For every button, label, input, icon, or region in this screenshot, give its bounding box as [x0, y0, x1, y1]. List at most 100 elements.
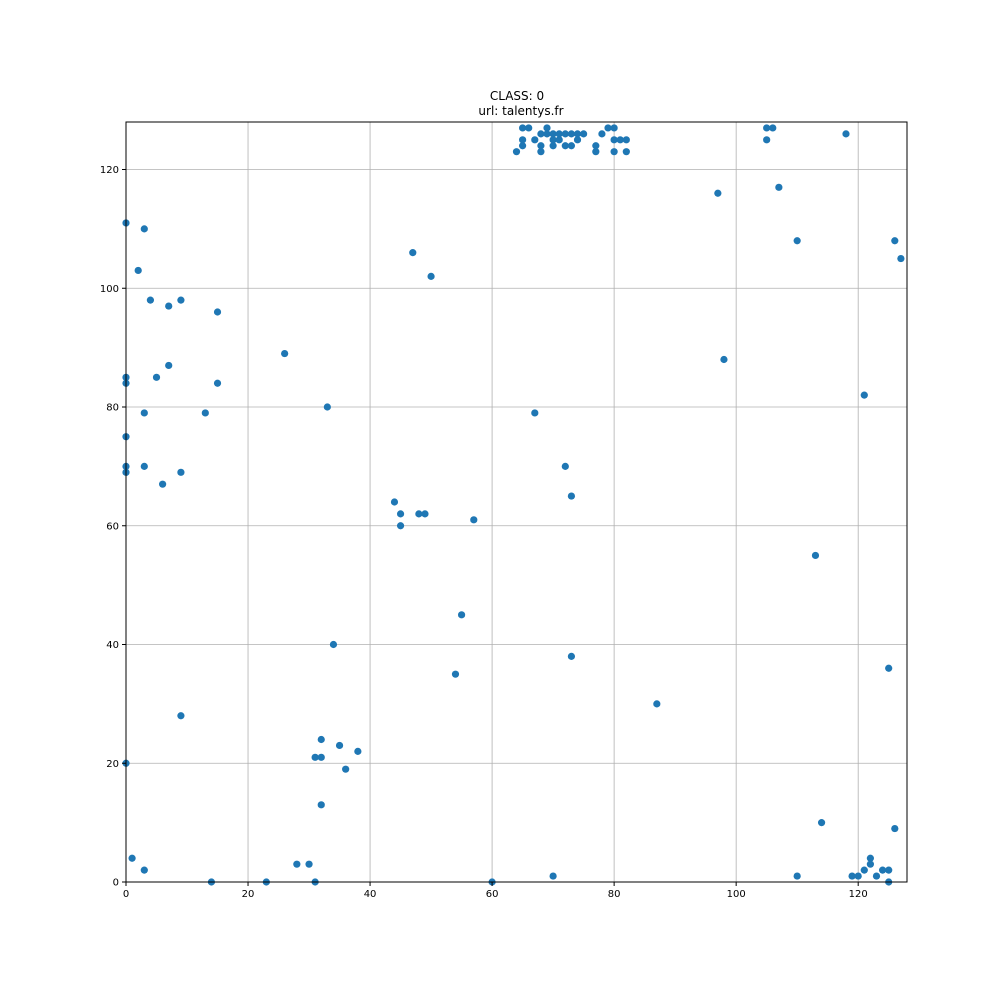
chart-subtitle: url: talentys.fr — [478, 104, 563, 118]
scatter-point — [592, 148, 600, 156]
scatter-point — [866, 860, 874, 868]
scatter-point — [134, 266, 142, 275]
scatter-point — [793, 237, 801, 245]
scatter-point — [329, 640, 338, 649]
scatter-point — [860, 391, 868, 399]
scatter-point — [165, 302, 173, 310]
scatter-point — [866, 854, 874, 862]
scatter-point — [519, 142, 527, 150]
scatter-point — [616, 136, 624, 144]
scatter-point — [213, 379, 222, 387]
scatter-point — [342, 765, 350, 773]
scatter-point — [860, 866, 868, 874]
scatter-point — [146, 296, 155, 304]
scatter-point — [543, 130, 551, 138]
scatter-point — [165, 361, 173, 370]
scatter-point — [811, 551, 820, 560]
scatter-point — [409, 249, 417, 257]
scatter-point — [549, 142, 557, 150]
y-axis: 0 20 40 60 80 100 120 — [100, 165, 126, 889]
scatter-point — [177, 468, 185, 476]
scatter-point — [580, 130, 588, 138]
x-tick-label: 80 — [608, 889, 621, 900]
scatter-point — [543, 124, 551, 132]
scatter-point — [457, 611, 466, 619]
scatter-point — [567, 130, 576, 138]
y-tick-label: 100 — [100, 284, 119, 295]
scatter-point — [720, 355, 728, 364]
scatter-point — [531, 409, 539, 417]
scatter-point — [885, 866, 893, 874]
scatter-point — [537, 130, 545, 138]
scatter-point — [769, 124, 777, 132]
scatter-point — [512, 148, 521, 156]
scatter-point — [470, 516, 478, 524]
scatter-point — [140, 409, 148, 417]
scatter-point — [567, 492, 576, 500]
scatter-point — [610, 148, 618, 156]
scatter-point — [311, 753, 319, 761]
scatter-point — [555, 136, 563, 144]
scatter-point — [848, 872, 856, 880]
scatter-point — [872, 872, 881, 880]
scatter-point — [567, 142, 576, 150]
grid-lines — [125, 122, 907, 883]
scatter-point — [842, 130, 850, 138]
y-tick-label: 0 — [113, 878, 119, 889]
scatter-point — [763, 124, 771, 132]
scatter-point — [354, 747, 362, 755]
scatter-point — [201, 409, 209, 417]
scatter-point — [525, 124, 533, 132]
x-tick-label: 100 — [727, 889, 746, 900]
scatter-point — [317, 753, 325, 761]
scatter-point — [390, 498, 399, 506]
scatter-point — [622, 148, 630, 156]
scatter-point — [763, 136, 771, 144]
scatter-point — [281, 349, 289, 358]
scatter-point — [897, 254, 905, 263]
scatter-point — [891, 237, 899, 245]
scatter-point — [140, 225, 148, 233]
scatter-point — [531, 136, 539, 144]
scatter-point — [549, 872, 557, 880]
scatter-point — [653, 700, 661, 708]
scatter-point — [537, 142, 545, 150]
scatter-point — [775, 183, 783, 191]
scatter-point — [317, 735, 325, 744]
scatter-point — [140, 462, 148, 470]
data-points — [122, 124, 905, 886]
scatter-point — [878, 866, 887, 874]
y-tick-label: 80 — [106, 403, 119, 414]
scatter-point — [592, 142, 600, 150]
scatter-point — [573, 130, 582, 138]
scatter-point — [177, 712, 185, 720]
plot-frame — [125, 121, 908, 883]
scatter-point — [335, 741, 344, 750]
scatter-point — [854, 872, 862, 880]
scatter-point — [159, 480, 167, 488]
y-tick-label: 20 — [106, 759, 119, 770]
scatter-point — [793, 872, 801, 880]
scatter-point — [567, 652, 576, 660]
y-tick-label: 120 — [100, 165, 119, 176]
x-axis: 0 20 40 60 80 100 120 — [123, 882, 868, 900]
scatter-point — [561, 142, 569, 150]
scatter-point — [561, 130, 569, 138]
scatter-point — [573, 136, 582, 144]
scatter-point — [140, 866, 148, 874]
y-tick-label: 60 — [106, 521, 119, 532]
scatter-point — [604, 124, 612, 132]
scatter-point — [561, 462, 569, 470]
scatter-point — [213, 308, 222, 316]
scatter-point — [317, 801, 325, 809]
scatter-point — [555, 130, 563, 138]
scatter-point — [610, 124, 618, 132]
scatter-point — [817, 819, 826, 827]
x-tick-label: 60 — [486, 889, 499, 900]
scatter-point — [519, 136, 527, 144]
scatter-point — [305, 860, 313, 868]
scatter-point — [128, 854, 136, 862]
scatter-point — [610, 136, 618, 144]
